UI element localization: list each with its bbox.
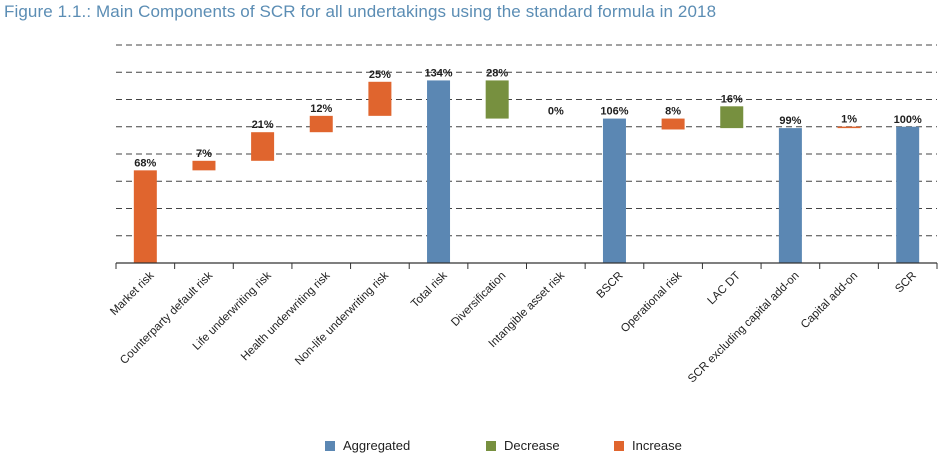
legend-swatch-increase <box>614 440 624 451</box>
category-label-13: SCR <box>893 270 919 296</box>
legend-swatch-decrease <box>486 440 496 451</box>
chart-title: Figure 1.1.: Main Components of SCR for … <box>4 2 717 21</box>
bar-0 <box>133 170 157 263</box>
gridlines <box>116 44 937 237</box>
legend-label-increase: Increase <box>632 438 682 453</box>
legend-item-decrease: Decrease <box>486 438 560 453</box>
legend-item-aggregated: Aggregated <box>325 438 410 453</box>
bar-9 <box>661 118 685 130</box>
bar-11 <box>778 128 802 263</box>
category-label-0: Market risk <box>108 270 156 318</box>
data-label-8: 106% <box>600 106 628 118</box>
category-label-10: LAC DT <box>706 270 743 307</box>
data-label-10: 16% <box>721 93 743 105</box>
category-label-6: Diversification <box>449 270 508 329</box>
bar-13 <box>896 126 920 263</box>
data-label-7: 0% <box>548 106 564 118</box>
bar-6 <box>485 80 509 119</box>
data-label-5: 134% <box>424 67 452 79</box>
data-label-4: 25% <box>369 69 391 81</box>
bar-2 <box>251 132 275 161</box>
legend-item-increase: Increase <box>614 438 682 453</box>
bar-3 <box>309 115 333 133</box>
data-label-9: 8% <box>665 106 681 118</box>
data-label-12: 1% <box>841 114 857 126</box>
bar-5 <box>427 80 451 263</box>
category-label-5: Total risk <box>409 270 450 311</box>
bar-1 <box>192 160 216 171</box>
legend-label-aggregated: Aggregated <box>343 438 411 453</box>
bar-10 <box>720 106 744 129</box>
bar-12 <box>837 126 861 129</box>
data-label-1: 7% <box>196 148 212 160</box>
legend-swatch-aggregated <box>325 440 335 451</box>
category-label-12: Capital add-on <box>799 270 860 331</box>
category-label-11: SCR excluding capital add-on <box>686 270 802 386</box>
data-label-3: 12% <box>310 103 332 115</box>
legend-label-decrease: Decrease <box>504 438 560 453</box>
data-label-11: 99% <box>779 115 801 127</box>
x-axis <box>115 262 938 269</box>
bar-8 <box>602 118 626 263</box>
data-label-13: 100% <box>894 114 922 126</box>
data-label-6: 28% <box>486 67 508 79</box>
bars <box>133 80 920 263</box>
data-label-2: 21% <box>252 119 274 131</box>
category-label-4: Non-life underwriting risk <box>293 270 391 368</box>
bar-4 <box>368 81 392 116</box>
category-label-8: BSCR <box>595 270 626 301</box>
legend: Aggregated Decrease Increase <box>0 438 940 456</box>
category-label-9: Operational risk <box>619 270 685 336</box>
data-labels: 68% 7% 21% 12% 25% 134% 28% 0% 106% 8% 16% 99% 1% 100… <box>134 67 922 169</box>
data-label-0: 68% <box>134 157 156 169</box>
waterfall-chart: 68% 7% 21% 12% 25% 134% 28% 0% 106% 8% 16% 99% 1% 100… <box>108 44 938 386</box>
